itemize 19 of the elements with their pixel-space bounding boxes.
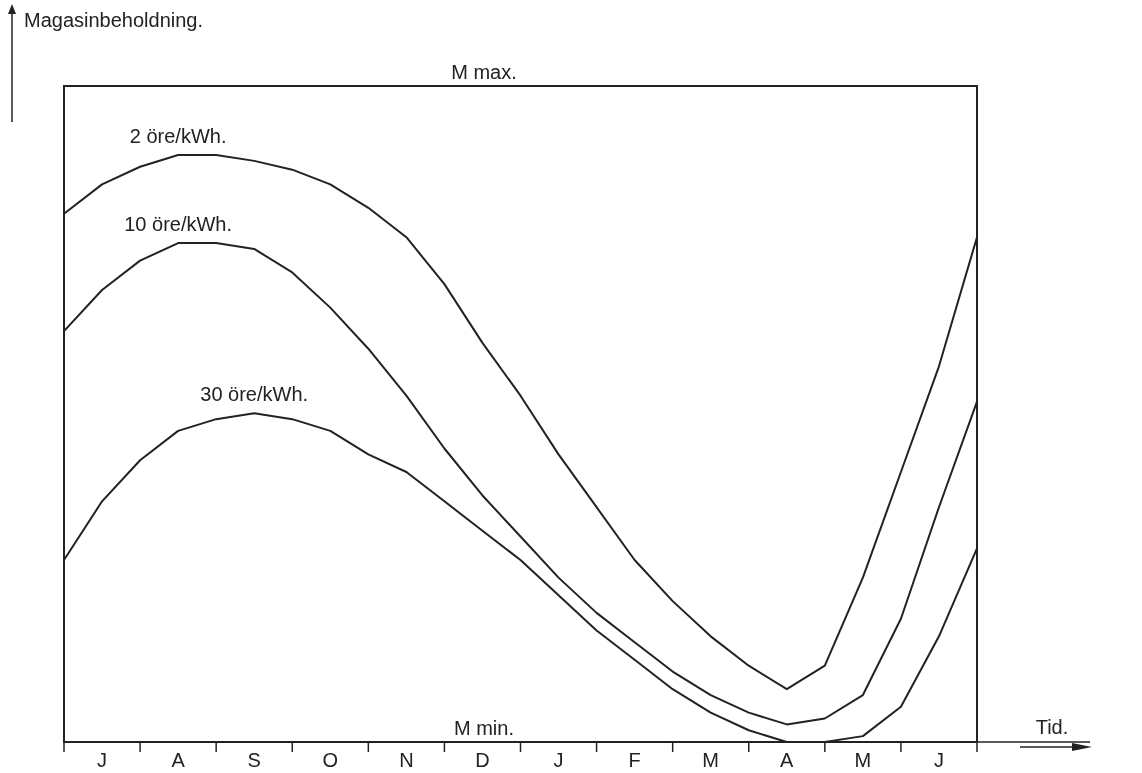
series-label: 30 öre/kWh.: [200, 383, 309, 406]
x-tick-label: J: [933, 749, 944, 771]
x-tick-label: M: [854, 749, 872, 771]
x-axis-title: Tid.: [1035, 716, 1069, 738]
text: M max.: [451, 61, 517, 83]
x-tick-label: A: [171, 749, 186, 771]
x-tick-label: D: [475, 749, 490, 771]
text: Magasinbeholdning.: [24, 9, 204, 31]
x-tick-label: N: [399, 749, 414, 771]
series-label: 2 öre/kWh.: [129, 125, 227, 147]
x-tick-label: A: [780, 749, 795, 771]
x-tick-label: F: [628, 749, 641, 771]
x-tick-label: J: [97, 749, 108, 771]
x-tick-label: O: [322, 749, 339, 771]
x-tick-label: J: [553, 749, 564, 771]
annotation: M min.: [453, 717, 514, 739]
series-label: 10 öre/kWh.: [124, 213, 233, 236]
x-tick-label: M: [702, 749, 720, 771]
x-tick-label: S: [247, 749, 261, 771]
